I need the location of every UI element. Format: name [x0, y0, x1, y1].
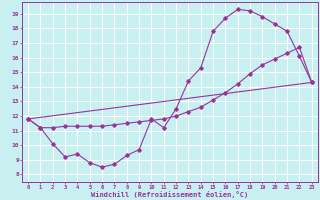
X-axis label: Windchill (Refroidissement éolien,°C): Windchill (Refroidissement éolien,°C)	[91, 191, 249, 198]
